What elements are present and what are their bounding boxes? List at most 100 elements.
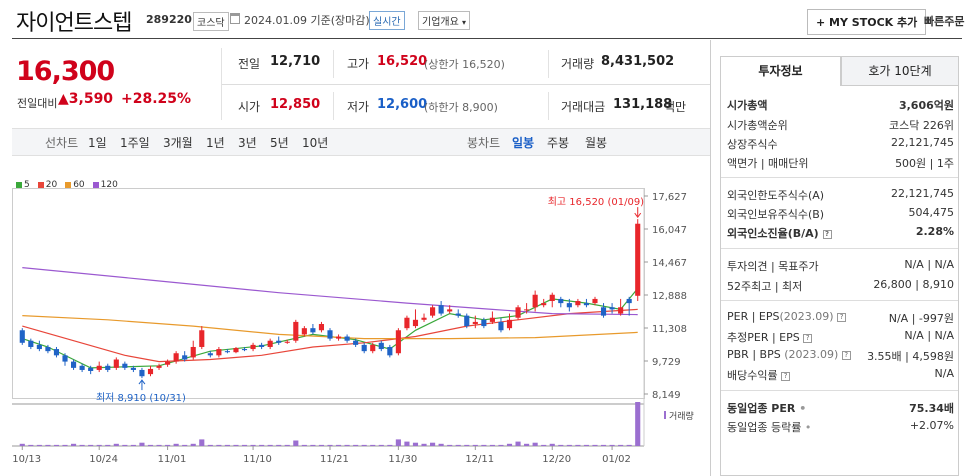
tab-monthly[interactable]: 월봉 (585, 136, 608, 150)
date-value: 2024.01.09 (244, 14, 307, 27)
help-icon[interactable]: ? (781, 371, 791, 381)
candle-body (489, 317, 495, 322)
quick-order-link[interactable]: 빠른주문 (924, 15, 965, 28)
tab-3year[interactable]: 3년 (238, 136, 257, 150)
tab-invest-info[interactable]: 투자정보 (720, 56, 841, 86)
x-tick-label: 10/24 (89, 454, 118, 465)
divider (721, 390, 958, 391)
tab-3month[interactable]: 3개월 (163, 136, 193, 150)
volume-label: 거래량 (561, 57, 595, 71)
mystock-add-button[interactable]: + MY STOCK 추가 (807, 9, 927, 35)
per-period: (2023.09) (779, 310, 834, 323)
period-tab-bar (12, 128, 710, 156)
tab-weekly[interactable]: 주봉 (547, 136, 570, 150)
per-label: PER | EPS (727, 310, 780, 323)
volume-bar (335, 444, 342, 446)
candle-body (173, 353, 179, 362)
tab-5year[interactable]: 5년 (270, 136, 289, 150)
candle-body (224, 351, 230, 353)
candle-body (566, 303, 572, 308)
volume-bar (105, 444, 111, 446)
candle-body (515, 307, 521, 318)
candle-body (541, 303, 547, 306)
volume-bar (438, 443, 444, 446)
w52-label: 52주최고 | 최저 (727, 280, 803, 293)
candle-body (370, 344, 376, 352)
legend-label: 5 (24, 180, 30, 190)
candle-body (412, 319, 419, 327)
tab-daily[interactable]: 일봉 (512, 136, 535, 150)
help-icon[interactable]: ? (822, 229, 832, 239)
mcap-rank-value: 코스닥 226위 (889, 119, 954, 132)
date-note: 기준(장마감) (310, 14, 370, 27)
company-info-dropdown[interactable]: 기업개요 ▾ (418, 11, 471, 30)
candle-body (395, 330, 401, 354)
candle-body (293, 321, 299, 341)
help-icon[interactable]: ? (837, 312, 847, 322)
volume-bar (301, 444, 307, 446)
foreign-ratio-label: 외국인소진율(B/A) (727, 227, 819, 240)
realtime-button[interactable]: 실시간 (369, 11, 405, 30)
foreign-ratio-value: 2.28% (915, 225, 954, 238)
legend-swatch (16, 182, 22, 188)
candle-body (147, 368, 154, 375)
ind-per-value: 75.34배 (909, 402, 954, 415)
tab-1day[interactable]: 1일 (88, 136, 107, 150)
candle-body (182, 355, 188, 360)
candle-body (88, 367, 94, 371)
candle-body (600, 307, 607, 316)
candle-body (310, 328, 316, 333)
tab-1week[interactable]: 1주일 (120, 136, 150, 150)
legend-swatch (65, 182, 72, 188)
help-icon[interactable]: ? (803, 333, 813, 343)
volume-bar (241, 444, 248, 446)
volume-bar (165, 444, 171, 446)
y-tick-label: 9,729 (652, 357, 681, 368)
chevron-down-icon: ▾ (462, 18, 467, 27)
market-badge: 코스닥 (193, 12, 229, 31)
volume-bar (421, 443, 427, 446)
legend-swatch (37, 182, 44, 188)
volume-bar (62, 444, 68, 446)
candle-body (609, 307, 615, 310)
candle-body (122, 363, 128, 368)
candle-body (53, 349, 60, 356)
candle-body (378, 342, 384, 350)
pbr-row: PBR | BPS (2023.09) ? (727, 348, 851, 361)
stock-chart[interactable]: 17,627 16,047 14,467 12,888 11,308 9,729 8,149… (12, 188, 712, 476)
candle-body (404, 317, 410, 329)
volume-bar (233, 444, 239, 446)
ind-rate-row: 동일업종 등락률 • (727, 419, 811, 435)
divider (333, 92, 334, 120)
y-tick-label: 16,047 (652, 225, 687, 236)
upper-limit: (상한가 16,520) (424, 58, 505, 71)
tab-10year[interactable]: 10년 (302, 136, 329, 150)
legend-label: 60 (73, 180, 85, 190)
candle-body (284, 341, 290, 343)
div-label: 배당수익률 (727, 369, 778, 382)
candle-body (447, 309, 453, 312)
tab-orderbook[interactable]: 호가 10단계 (841, 56, 959, 86)
pbr-label: PBR | BPS (727, 348, 781, 361)
shares-label: 상장주식수 (727, 138, 778, 151)
est-value: N/A | N/A (904, 329, 954, 342)
legend-swatch (92, 182, 99, 188)
candle-body (96, 365, 102, 370)
candle-body (335, 336, 342, 339)
volume-bar (224, 444, 230, 446)
x-tick-label: 10/13 (12, 454, 41, 465)
candle-body (276, 340, 282, 343)
tab-1year[interactable]: 1년 (206, 136, 225, 150)
ma-line-60 (22, 315, 638, 340)
help-icon[interactable]: ? (841, 350, 851, 360)
company-info-label: 기업개요 (422, 17, 459, 28)
current-price: 16,300 (16, 56, 115, 87)
legend-item-120: 120 (92, 180, 118, 190)
company-name: 자이언트스텝 (16, 11, 132, 36)
per-row: PER | EPS(2023.09) ? (727, 310, 847, 323)
candle-body (105, 365, 111, 370)
lower-limit: (하한가 8,900) (424, 101, 498, 114)
candle-body (207, 353, 213, 356)
opinion-label: 투자의견 | 목표주가 (727, 260, 819, 273)
amount-value: 131,188 (613, 97, 673, 112)
